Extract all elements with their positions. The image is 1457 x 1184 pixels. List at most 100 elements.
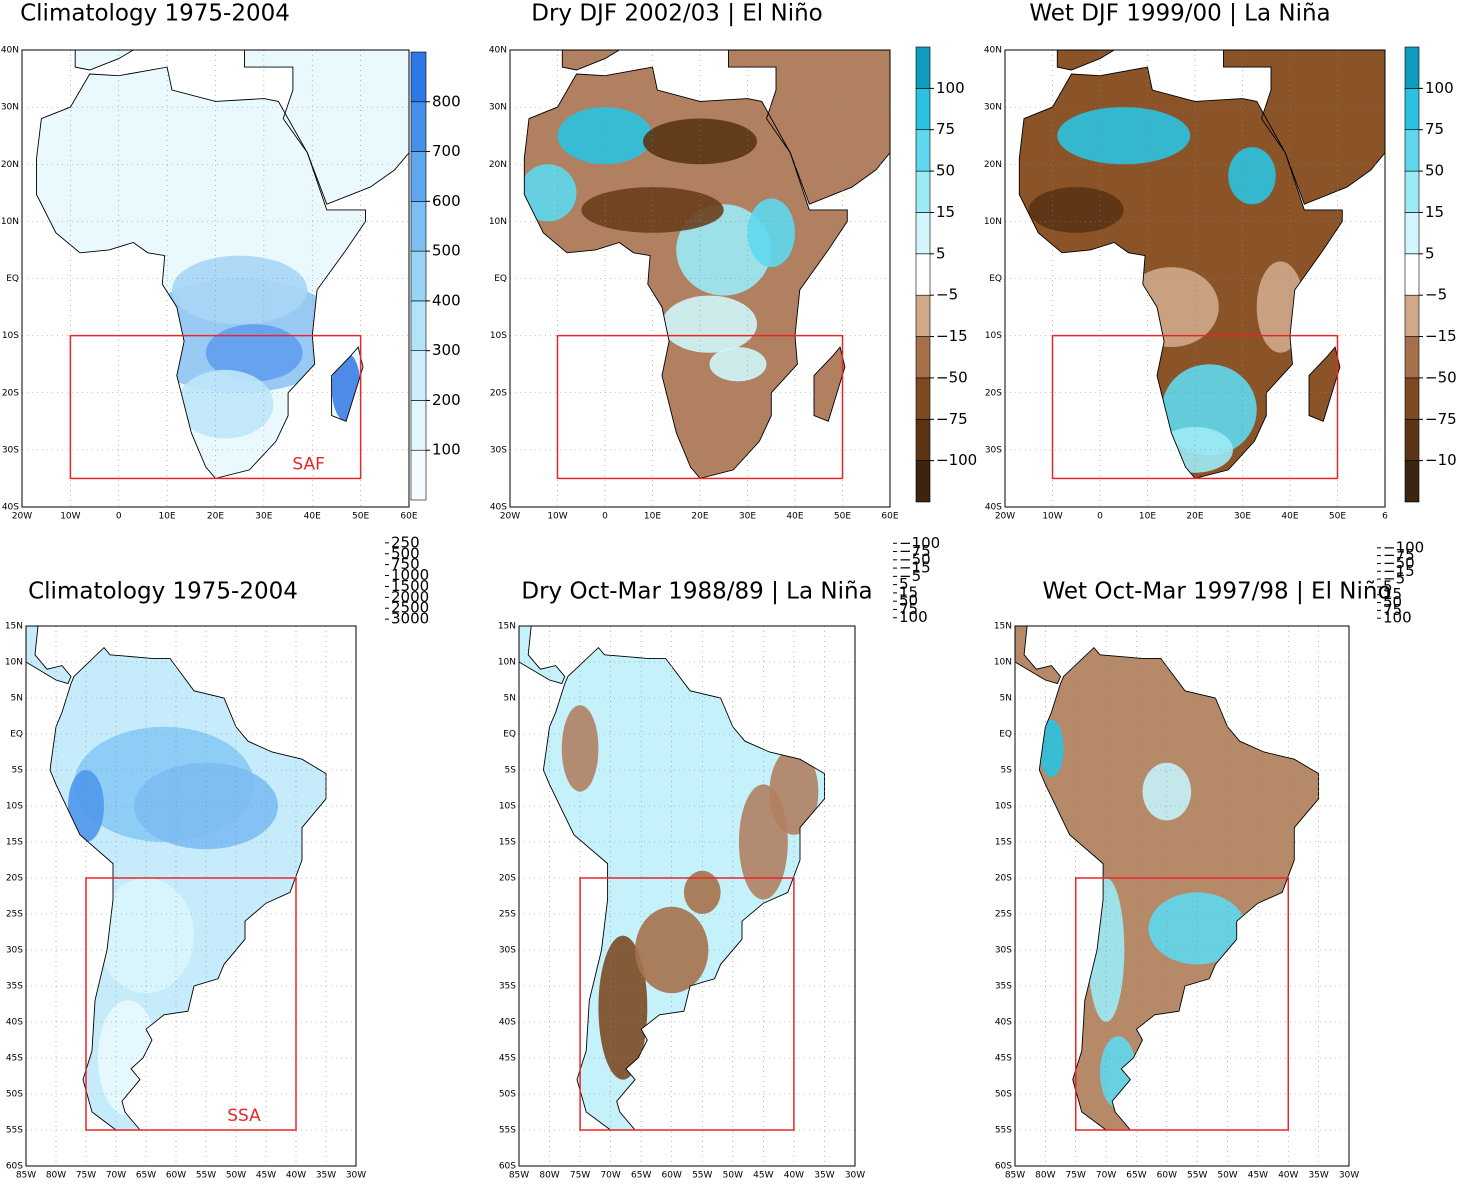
lon-label: 10E [159, 512, 176, 522]
colorbar-box [915, 212, 931, 255]
field-blob [1057, 107, 1191, 165]
lon-label: 30W [1339, 1171, 1359, 1181]
colorbar-label: −75 [1425, 410, 1457, 428]
lon-label: 40E [304, 512, 321, 522]
colorbar-label: 100 [899, 608, 928, 626]
lat-label: 10N [984, 217, 1002, 227]
region-box [1074, 877, 1290, 1131]
panel-title: Climatology 1975-2004 [20, 1, 290, 27]
field-blob [676, 204, 772, 296]
colorbar-label: 100 [936, 79, 965, 97]
lon-label: 85W [1005, 1171, 1025, 1181]
colorbar-label: 50 [936, 162, 955, 180]
coastline [74, 50, 135, 71]
lon-label: 75W [1066, 1171, 1086, 1181]
colorbar-box [915, 336, 931, 379]
lon-label: 35W [1308, 1171, 1328, 1181]
lon-label: 40E [786, 512, 803, 522]
colorbar-label: 1500 [391, 577, 429, 595]
panel-title: Wet DJF 1999/00 | La Niña [1029, 1, 1330, 27]
region-box [69, 334, 362, 480]
field-blob [1148, 892, 1246, 965]
coastlines [519, 626, 825, 1131]
colorbar-label: 500 [391, 544, 420, 562]
colorbar-label: −75 [899, 542, 931, 560]
colorbar-box [915, 294, 931, 337]
colorbar-label: 700 [432, 142, 461, 160]
colorbar-label: 15 [1425, 203, 1444, 221]
lat-label: 55S [6, 1126, 23, 1136]
lat-label: 40S [490, 503, 507, 513]
colorbar-label: 75 [936, 120, 955, 138]
colorbar-label: −5 [1425, 286, 1447, 304]
colorbar-label: 15 [899, 583, 918, 601]
colorbar-label: 15 [1383, 585, 1402, 603]
lon-label: 70W [106, 1171, 126, 1181]
colorbar-label: −75 [936, 410, 968, 428]
colorbar-box [410, 350, 427, 401]
colorbar-label: −50 [1425, 368, 1457, 386]
lat-label: EQ [6, 274, 19, 284]
coastline [523, 66, 848, 479]
field-blob [709, 347, 767, 382]
colorbar-label: 100 [1383, 609, 1412, 627]
lat-label: 35S [6, 982, 23, 992]
colorbar-label: 5 [936, 244, 946, 262]
colorbar-box [410, 151, 427, 202]
lon-label: 0 [1097, 512, 1103, 522]
colorbar-box [915, 170, 931, 213]
lat-label: 15N [994, 622, 1012, 632]
panel-title: Dry Oct-Mar 1988/89 | La Niña [521, 579, 872, 605]
lat-label: 40S [995, 1018, 1012, 1028]
map-panel: Wet DJF 1999/00 | La Niña 40N 30N 20N 10N EQ 1… [984, 1, 1457, 522]
coastline [561, 50, 621, 71]
colorbar-box [1404, 294, 1420, 337]
lat-label: 5S [505, 766, 517, 776]
colorbar-box [915, 377, 931, 420]
colorbar-label: 5 [1425, 244, 1435, 262]
lat-label: 20S [985, 388, 1002, 398]
colorbar-label: −50 [899, 550, 931, 568]
lat-label: 50S [995, 1090, 1012, 1100]
field-blob [171, 255, 308, 325]
lon-label: 50E [834, 512, 851, 522]
coastline [1015, 626, 1062, 685]
lat-label: 10S [995, 802, 1012, 812]
colorbar-box [410, 400, 427, 451]
lon-label: 20W [12, 512, 32, 522]
colorbar-box [410, 51, 427, 103]
colorbar-box [915, 253, 931, 296]
lat-label: 30S [499, 946, 516, 956]
colorbar-box [1404, 460, 1420, 503]
lon-label: 40W [286, 1171, 306, 1181]
lon-label: 70W [1096, 1171, 1116, 1181]
field-blob [561, 705, 599, 792]
colorbar-label: 600 [432, 192, 461, 210]
lat-label: 45S [995, 1054, 1012, 1064]
lon-label: 80W [46, 1171, 66, 1181]
lat-label: 40S [499, 1018, 516, 1028]
region-box [579, 877, 795, 1131]
colorbar-label: −5 [899, 567, 921, 585]
lat-label: 30S [985, 445, 1002, 455]
lat-label: 60S [499, 1162, 516, 1172]
colorbar-label: 50 [1425, 162, 1444, 180]
colorbar-label: 75 [1425, 120, 1444, 138]
lon-label: 50W [1217, 1171, 1237, 1181]
lon-label: 55W [692, 1171, 712, 1181]
lat-label: 10S [499, 802, 516, 812]
map-frame [21, 49, 410, 508]
lat-label: 40N [984, 46, 1002, 56]
lat-label: 30N [1, 103, 19, 113]
coastline [331, 346, 364, 422]
colorbar-label: −15 [1383, 562, 1415, 580]
lat-label: 40S [6, 1018, 23, 1028]
lon-label: 40W [784, 1171, 804, 1181]
colorbar-box [410, 101, 427, 152]
lat-label: 15S [995, 838, 1012, 848]
colorbar-box [410, 300, 427, 351]
field-blob [1228, 147, 1276, 205]
lon-label: 75W [76, 1171, 96, 1181]
lat-label: 60S [995, 1162, 1012, 1172]
